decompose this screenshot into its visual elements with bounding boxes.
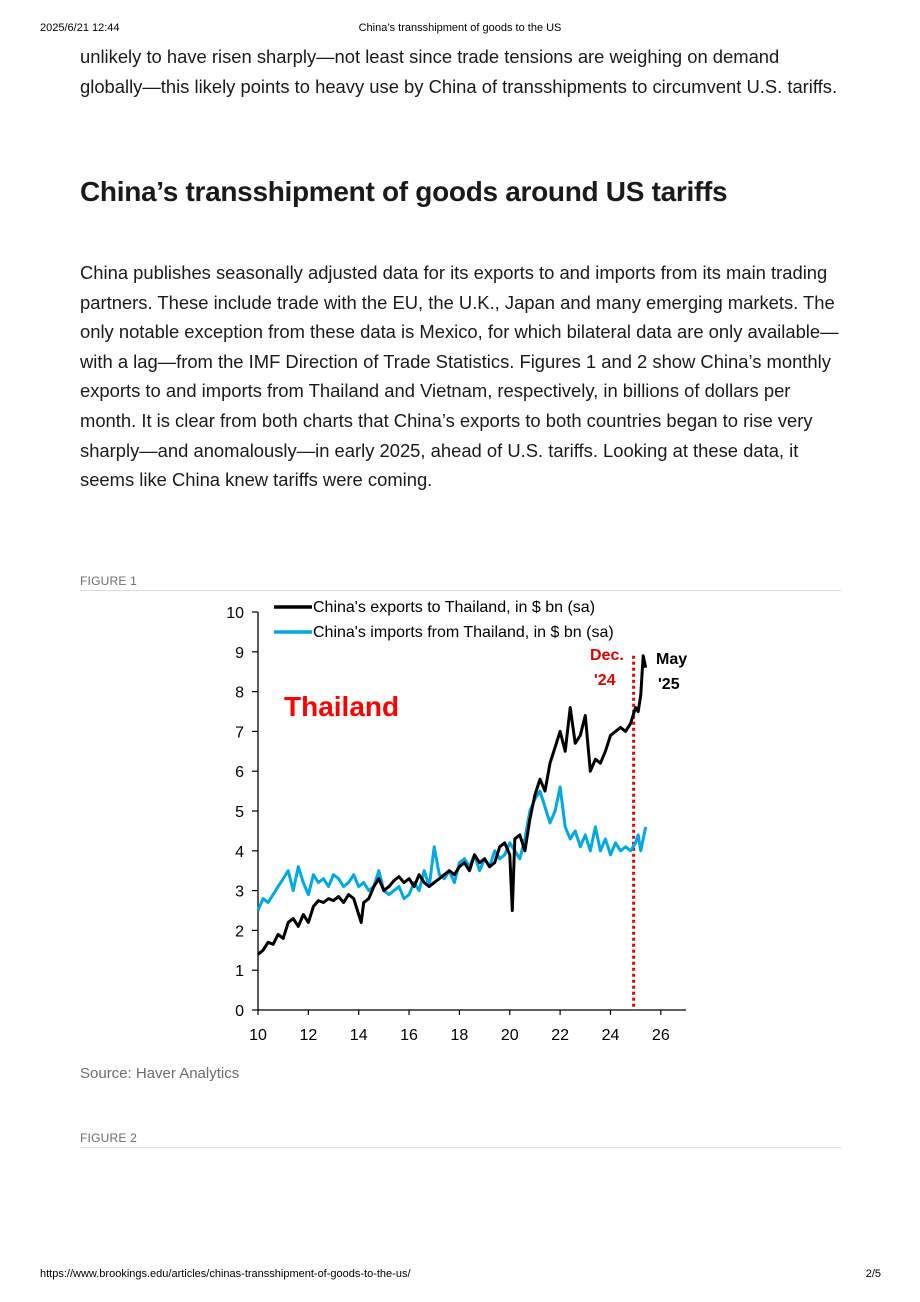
x-tick-label: 26 bbox=[652, 1027, 670, 1044]
y-tick-label: 4 bbox=[235, 844, 244, 861]
x-tick-label: 14 bbox=[350, 1027, 368, 1044]
x-tick-label: 12 bbox=[299, 1027, 317, 1044]
figure-2-label: FIGURE 2 bbox=[80, 1131, 841, 1148]
dec-label-line2: '24 bbox=[594, 672, 616, 689]
y-tick-label: 3 bbox=[235, 884, 244, 901]
x-tick-label: 18 bbox=[451, 1027, 469, 1044]
body-paragraph: China publishes seasonally adjusted data… bbox=[80, 262, 839, 491]
y-tick-label: 9 bbox=[235, 645, 244, 662]
print-datetime: 2025/6/21 12:44 bbox=[40, 22, 120, 34]
may-label-line1: May bbox=[656, 651, 687, 668]
print-header: 2025/6/21 12:44 China’s transshipment of… bbox=[0, 22, 920, 38]
legend-label: China's imports from Thailand, in $ bn (… bbox=[313, 624, 614, 641]
print-title: China’s transshipment of goods to the US bbox=[358, 22, 562, 34]
x-tick-label: 22 bbox=[551, 1027, 569, 1044]
print-url: https://www.brookings.edu/articles/china… bbox=[40, 1268, 411, 1280]
legend-label: China's exports to Thailand, in $ bn (sa… bbox=[313, 599, 595, 616]
intro-paragraph: unlikely to have risen sharply—not least… bbox=[80, 46, 838, 97]
exports-series-line bbox=[257, 654, 648, 956]
print-footer: https://www.brookings.edu/articles/china… bbox=[0, 1268, 920, 1284]
y-tick-label: 0 bbox=[235, 1003, 244, 1020]
x-tick-label: 10 bbox=[249, 1027, 267, 1044]
x-tick-label: 20 bbox=[501, 1027, 519, 1044]
x-tick-label: 24 bbox=[602, 1027, 620, 1044]
country-label: Thailand bbox=[284, 691, 399, 722]
y-tick-label: 10 bbox=[226, 605, 244, 622]
page-number: 2/5 bbox=[865, 1268, 881, 1280]
section-heading: China’s transshipment of goods around US… bbox=[80, 176, 728, 207]
figure-1-source: Source: Haver Analytics bbox=[80, 1065, 240, 1082]
y-tick-label: 6 bbox=[235, 764, 244, 781]
figure-1-label: FIGURE 1 bbox=[80, 574, 841, 591]
x-tick-label: 16 bbox=[400, 1027, 418, 1044]
may-label-line2: '25 bbox=[658, 676, 680, 693]
y-tick-label: 1 bbox=[235, 963, 244, 980]
y-tick-label: 8 bbox=[235, 685, 244, 702]
imports-series-line bbox=[256, 785, 648, 912]
dec-label-line1: Dec. bbox=[590, 647, 624, 664]
y-tick-label: 2 bbox=[235, 923, 244, 940]
y-tick-label: 5 bbox=[235, 804, 244, 821]
y-tick-label: 7 bbox=[235, 724, 244, 741]
